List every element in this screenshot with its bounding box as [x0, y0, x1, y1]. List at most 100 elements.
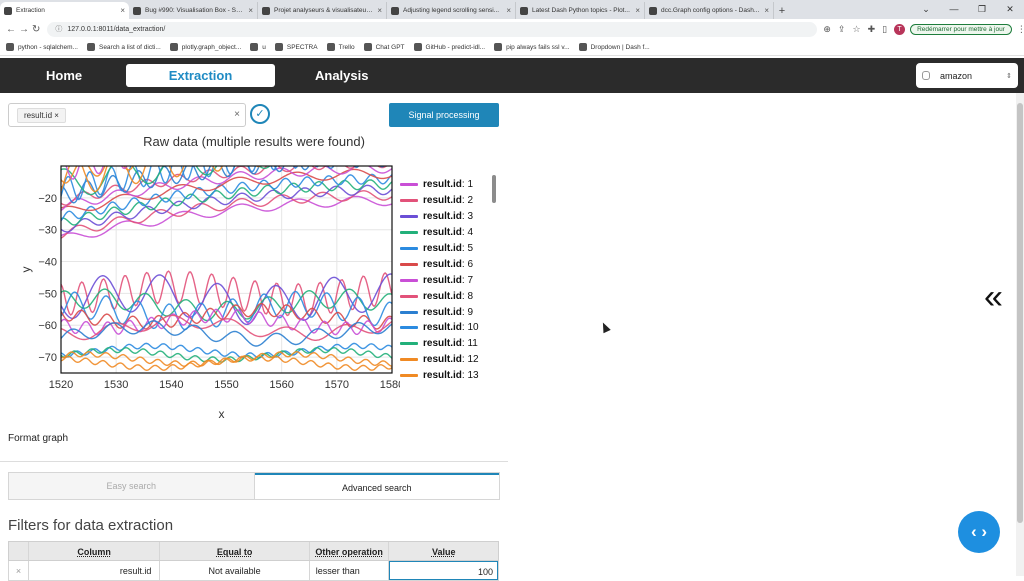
legend-item[interactable]: result.id: 9 [400, 304, 490, 320]
browser-tab[interactable]: Extraction × [0, 2, 129, 19]
bookmark-item[interactable]: Search a list of dicti... [86, 43, 161, 51]
cell-column[interactable]: result.id [29, 561, 161, 580]
legend-item[interactable]: result.id: 3 [400, 209, 490, 225]
tab-easy-search[interactable]: Easy search [9, 473, 255, 499]
bookmark-item[interactable]: Chat GPT [363, 43, 405, 51]
restart-update-button[interactable]: Redémarrer pour mettre à jour [910, 23, 1012, 35]
header-equal-to[interactable]: Equal to [160, 542, 310, 560]
chevron-down-icon[interactable]: ⌄ [922, 4, 930, 14]
series-line[interactable] [61, 270, 392, 317]
browser-tab[interactable]: Adjusting legend scrolling sensi... × [387, 2, 516, 19]
page-scrollbar-thumb[interactable] [1017, 103, 1023, 523]
sidebar-icon[interactable]: ▯ [882, 23, 888, 34]
series-line[interactable] [61, 164, 392, 212]
collapse-panel-icon[interactable]: « [984, 278, 1003, 316]
legend-item[interactable]: result.id: 7 [400, 272, 490, 288]
browser-tab[interactable]: Latest Dash Python topics - Plot... × [516, 2, 645, 19]
raw-data-chart[interactable]: 1520 1530 1540 1550 1560 1570 1580 −20 −30 −40 −50… [0, 150, 400, 425]
bookmark-item[interactable]: pip always fails ssl v... [494, 43, 570, 51]
close-tab-icon[interactable]: × [764, 6, 769, 15]
forward-icon[interactable]: → [19, 23, 29, 35]
close-tab-icon[interactable]: × [248, 6, 253, 15]
legend-item[interactable]: result.id: 12 [400, 352, 490, 368]
star-icon[interactable]: ☆ [852, 23, 861, 34]
url-field[interactable]: ⓘ 127.0.0.1:8011/data_extraction/ [47, 21, 818, 37]
series-line[interactable] [61, 190, 392, 239]
series-line[interactable] [61, 308, 392, 336]
legend-item[interactable]: result.id: 8 [400, 288, 490, 304]
result-filter-dropdown[interactable]: result.id × × [8, 103, 246, 127]
menu-icon[interactable]: ⋮ [1016, 23, 1024, 34]
header-other-operation[interactable]: Other operation [310, 542, 390, 560]
tab-advanced-search[interactable]: Advanced search [254, 473, 499, 499]
bookmark-item[interactable]: plotly.graph_object... [169, 43, 241, 51]
extensions-icon[interactable]: ✚ [867, 23, 876, 34]
browser-tab[interactable]: Bug #990: Visualisation Box - Sp... × [129, 2, 258, 19]
legend-item[interactable]: result.id: 5 [400, 241, 490, 257]
close-window-icon[interactable]: ✕ [1006, 4, 1014, 14]
confirm-check-icon[interactable]: ✓ [250, 104, 270, 124]
code-toggle-button[interactable]: ‹ › [958, 511, 1000, 553]
share-icon[interactable]: ⇪ [837, 23, 846, 34]
close-tab-icon[interactable]: × [635, 6, 640, 15]
browser-tab[interactable]: Projet analyseurs & visualisateur... × [258, 2, 387, 19]
browser-tab[interactable]: dcc.Graph config options - Dash... × [645, 2, 774, 19]
format-graph-toggle[interactable]: Format graph [8, 433, 69, 444]
cell-operation[interactable]: lesser than [310, 561, 390, 580]
series-line[interactable] [61, 288, 392, 322]
nav-analysis[interactable]: Analysis [315, 68, 369, 83]
clear-icon[interactable]: × [234, 109, 240, 120]
series-line[interactable] [61, 342, 392, 359]
series-line[interactable] [61, 320, 392, 347]
back-icon[interactable]: ← [6, 23, 16, 35]
bookmark-item[interactable]: GitHub - predict-idl... [413, 43, 485, 51]
series-line[interactable] [61, 173, 392, 222]
legend-item[interactable]: result.id: 1 [400, 177, 490, 193]
zoom-icon[interactable]: ⊕ [823, 23, 831, 34]
signal-processing-button[interactable]: Signal processing [389, 103, 499, 127]
page-scrollbar[interactable] [1016, 93, 1024, 576]
profile-avatar[interactable]: T [894, 23, 906, 35]
legend-item[interactable]: result.id: 2 [400, 193, 490, 209]
series-line[interactable] [61, 273, 392, 326]
cell-value[interactable]: 100 [389, 561, 498, 580]
legend-swatch [400, 374, 418, 378]
legend-item[interactable]: result.id: 4 [400, 225, 490, 241]
cell-equal-to[interactable]: Not available [160, 561, 310, 580]
nav-extraction[interactable]: Extraction [126, 64, 275, 87]
reload-icon[interactable]: ↻ [32, 23, 41, 35]
maximize-icon[interactable]: ❐ [977, 4, 987, 14]
close-tab-icon[interactable]: × [120, 6, 125, 15]
legend-item[interactable]: result.id: 13 [400, 368, 490, 384]
chart-legend[interactable]: result.id: 1 result.id: 2 result.id: 3 resu… [400, 177, 490, 384]
new-tab-icon[interactable]: + [778, 4, 786, 17]
legend-scrollbar[interactable] [492, 175, 496, 203]
favicon-icon [262, 6, 270, 15]
series-line[interactable] [61, 150, 392, 201]
series-line[interactable] [61, 195, 392, 238]
legend-item[interactable]: result.id: 11 [400, 336, 490, 352]
bookmark-item[interactable]: SPECTRA [274, 43, 318, 51]
legend-item[interactable]: result.id: 10 [400, 320, 490, 336]
legend-item[interactable]: result.id: 6 [400, 256, 490, 272]
bookmark-item[interactable]: Trello [326, 43, 355, 51]
row-remove-icon[interactable]: × [9, 561, 29, 580]
series-line[interactable] [61, 158, 392, 206]
header-value[interactable]: Value [431, 547, 456, 557]
series-line[interactable] [61, 179, 392, 226]
series-line[interactable] [61, 168, 392, 212]
bookmark-item[interactable]: python - sqlalchem... [6, 43, 78, 51]
database-select[interactable]: amazon ⇕ [916, 63, 1018, 88]
info-icon[interactable]: ⓘ [55, 26, 63, 33]
series-line[interactable] [61, 355, 392, 372]
minimize-icon[interactable]: — [949, 4, 959, 14]
close-tab-icon[interactable]: × [506, 6, 511, 15]
chip-remove-icon[interactable]: × [54, 111, 59, 120]
bookmark-item[interactable]: Dropdown | Dash f... [578, 43, 650, 51]
header-column[interactable]: Column [29, 542, 161, 560]
selected-chip[interactable]: result.id × [17, 108, 66, 123]
close-tab-icon[interactable]: × [377, 6, 382, 15]
nav-home[interactable]: Home [46, 68, 83, 83]
bookmark-item[interactable]: u [250, 43, 266, 51]
series-line[interactable] [61, 302, 392, 330]
